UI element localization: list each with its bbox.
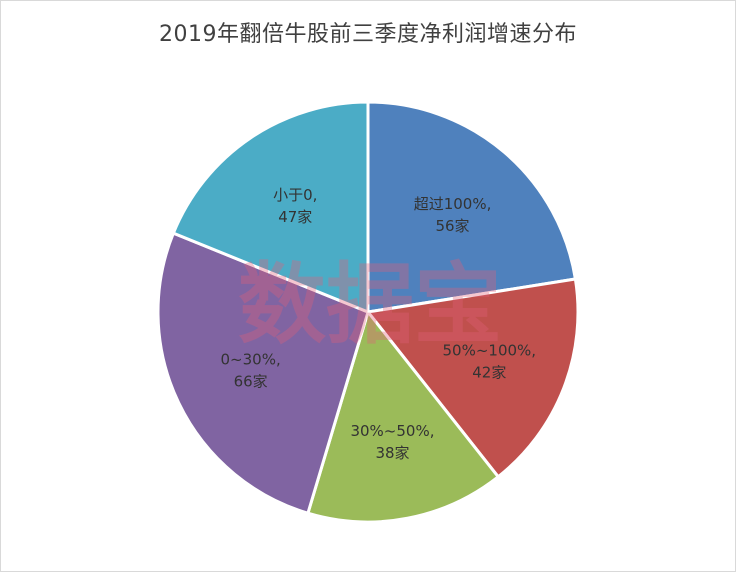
slice-data-label: 小于0, 47家 [273,186,317,226]
slice-label-category: 0~30%, [221,350,281,368]
slice-label-value: 42家 [472,363,506,381]
slice-label-value: 38家 [375,444,409,462]
slice-label-value: 56家 [435,217,469,235]
watermark: 数据宝 [238,253,502,356]
slice-data-label: 50%~100%, 42家 [443,341,537,381]
slice-data-label: 30%~50%, 38家 [350,422,434,462]
slice-label-category: 30%~50%, [350,422,434,440]
slice-label-value: 66家 [234,372,268,390]
slice-label-category: 超过100%, [414,195,492,213]
pie-slice [171,100,370,315]
pie-slice [365,277,580,479]
pie-slice [366,100,578,314]
slice-label-category: 小于0, [273,186,317,204]
slice-data-label: 超过100%, 56家 [414,195,492,235]
chart-title: 2019年翻倍牛股前三季度净利润增速分布 [159,22,577,47]
slice-data-label: 0~30%, 66家 [221,350,281,390]
pie-slice [306,308,501,524]
pie-slice [156,231,370,516]
slice-label-category: 50%~100%, [443,341,537,359]
slice-label-value: 47家 [278,208,312,226]
